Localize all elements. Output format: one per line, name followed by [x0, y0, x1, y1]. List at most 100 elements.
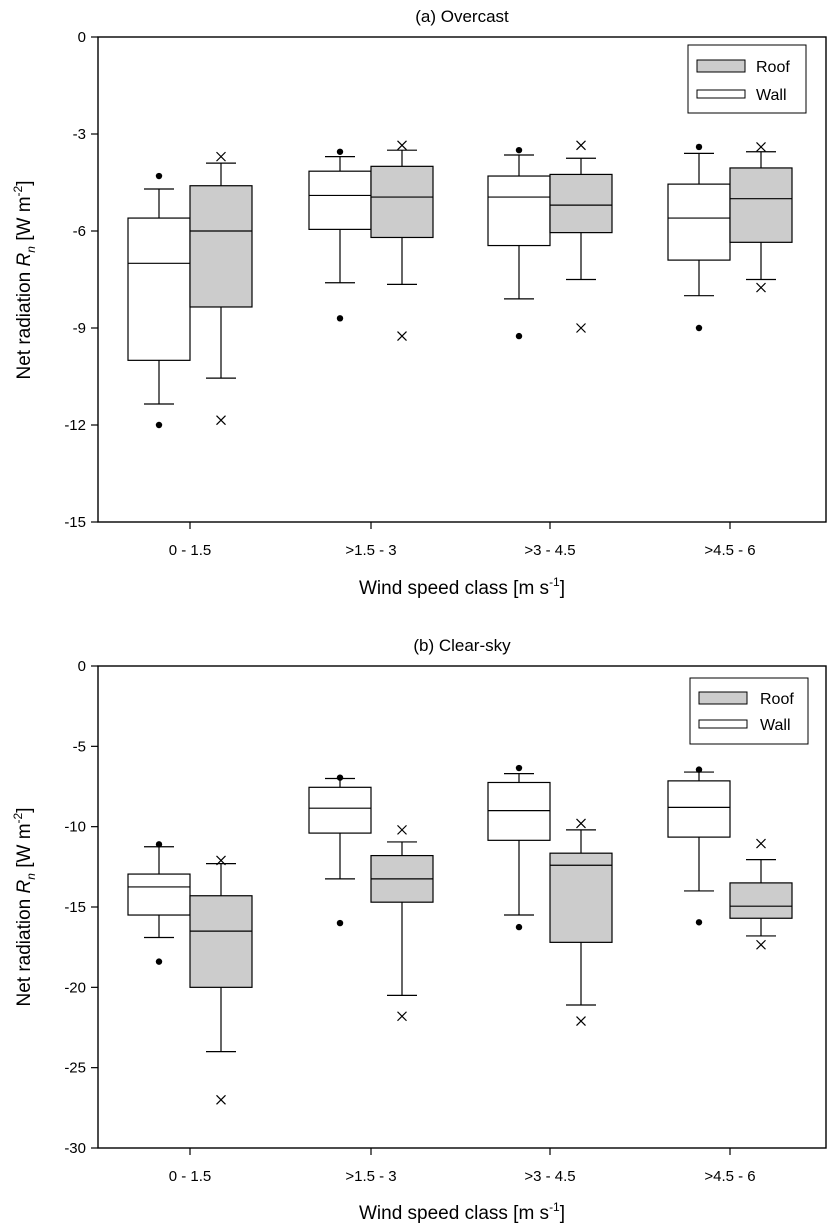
x-axis-label-main: Wind speed class [m s: [359, 578, 549, 599]
outlier-point: [336, 148, 344, 155]
box-body: [487, 781, 551, 841]
box-wall: [127, 841, 191, 965]
x-tick-label: >1.5 - 3: [345, 1168, 396, 1185]
outlier-point: [397, 331, 407, 342]
legend-swatch-wall: [698, 719, 748, 729]
x-tick-label: >3 - 4.5: [524, 1168, 575, 1185]
y-axis-label-sup: -2: [11, 185, 25, 196]
x-tick-label: >4.5 - 6: [704, 1168, 755, 1185]
box-body: [729, 167, 793, 243]
box-body: [308, 170, 372, 230]
y-tick-label: -15: [64, 899, 86, 916]
y-tick-label: -5: [73, 738, 86, 755]
x-axis: 0 - 1.5 >1.5 - 3 >3 - 4.5 >4.5 - 6: [169, 1148, 756, 1185]
y-axis-label-sym: R: [14, 879, 35, 893]
legend: Roof Wall: [687, 44, 807, 114]
chart-title: (b) Clear-sky: [413, 636, 511, 655]
x-tick-label: >1.5 - 3: [345, 542, 396, 559]
y-axis-label: Net radiation Rn [W m-2]: [11, 181, 38, 380]
y-tick-label: -25: [64, 1060, 86, 1077]
y-axis-label-main: Net radiation: [14, 266, 35, 379]
outlier-point: [756, 142, 766, 152]
outlier-point: [155, 841, 163, 848]
y-axis-label-sub: n: [24, 873, 38, 880]
x-axis: 0 - 1.5 >1.5 - 3 >3 - 4.5 >4.5 - 6: [169, 522, 756, 559]
y-axis-label-sym: R: [14, 252, 35, 266]
box-roof: [370, 140, 434, 342]
outlier-point: [695, 766, 703, 773]
box-series: [127, 140, 793, 429]
outlier-point: [336, 774, 344, 781]
outlier-point: [576, 1016, 586, 1026]
y-tick-label: -12: [64, 417, 86, 434]
legend-label-wall: Wall: [760, 717, 791, 734]
box-wall: [667, 766, 731, 926]
x-axis-label-close: ]: [560, 1203, 565, 1224]
box-roof: [549, 818, 613, 1026]
legend: Roof Wall: [689, 677, 809, 745]
x-axis-label-sup: -1: [549, 1200, 560, 1214]
outlier-point: [216, 415, 226, 426]
outlier-point: [515, 764, 523, 772]
outlier-point: [695, 919, 703, 926]
legend-label-roof: Roof: [760, 691, 794, 708]
box-body: [189, 185, 253, 308]
outlier-point: [576, 140, 586, 151]
y-tick-label: -20: [64, 979, 86, 996]
box-body: [127, 217, 191, 361]
y-axis-label-close: ]: [14, 181, 35, 186]
outlier-point: [155, 172, 163, 180]
box-roof: [370, 824, 434, 1022]
box-roof: [729, 142, 793, 293]
y-axis-label-sub: n: [24, 246, 38, 253]
y-axis-label-unit: [W m: [14, 823, 35, 873]
y-axis: 0 -5 -10 -15 -20 -25 -30: [64, 658, 98, 1157]
outlier-point: [155, 958, 163, 965]
x-axis-label: Wind speed class [m s-1]: [359, 575, 565, 599]
x-axis-label-sup: -1: [549, 575, 560, 589]
outlier-point: [695, 324, 703, 332]
panel-clear-sky: (b) Clear-sky 0 -5 -10 -15 -20 -25 -30 0 - 1.5…: [11, 636, 827, 1224]
y-axis-label-main: Net radiation: [14, 893, 35, 1006]
outlier-point: [576, 323, 586, 333]
y-tick-label: -6: [73, 223, 86, 240]
y-tick-label: -3: [73, 126, 86, 143]
y-axis-label-close: ]: [14, 808, 35, 813]
legend-swatch-roof: [698, 691, 748, 705]
box-body: [308, 786, 372, 834]
y-tick-label: -10: [64, 819, 86, 836]
box-wall: [308, 148, 372, 322]
outlier-point: [216, 1094, 226, 1105]
box-roof: [189, 855, 253, 1105]
box-roof: [729, 838, 793, 950]
box-wall: [667, 143, 731, 332]
legend-frame: [689, 677, 809, 745]
outlier-point: [397, 824, 407, 835]
box-wall: [487, 764, 551, 931]
y-axis: 0 -3 -6 -9 -12 -15: [64, 29, 98, 531]
outlier-point: [155, 421, 163, 429]
legend-swatch-wall: [696, 89, 746, 99]
outlier-point: [515, 923, 523, 931]
y-axis-label-unit: [W m: [14, 196, 35, 246]
x-tick-label: 0 - 1.5: [169, 1168, 212, 1185]
outlier-point: [216, 151, 226, 162]
box-body: [549, 852, 613, 943]
outlier-point: [336, 919, 344, 927]
y-tick-label: -30: [64, 1140, 86, 1157]
y-tick-label: -15: [64, 514, 86, 531]
outlier-point: [397, 1011, 407, 1022]
outlier-point: [216, 855, 226, 866]
legend-swatch-roof: [696, 59, 746, 73]
outlier-point: [756, 838, 766, 849]
box-roof: [189, 151, 253, 426]
x-axis-label-close: ]: [560, 578, 565, 599]
box-body: [667, 780, 731, 838]
plot-area-frame: [97, 36, 827, 523]
box-body: [549, 173, 613, 234]
outlier-point: [515, 146, 523, 154]
y-axis-label-sup: -2: [11, 812, 25, 823]
x-tick-label: >3 - 4.5: [524, 542, 575, 559]
outlier-point: [515, 332, 523, 340]
